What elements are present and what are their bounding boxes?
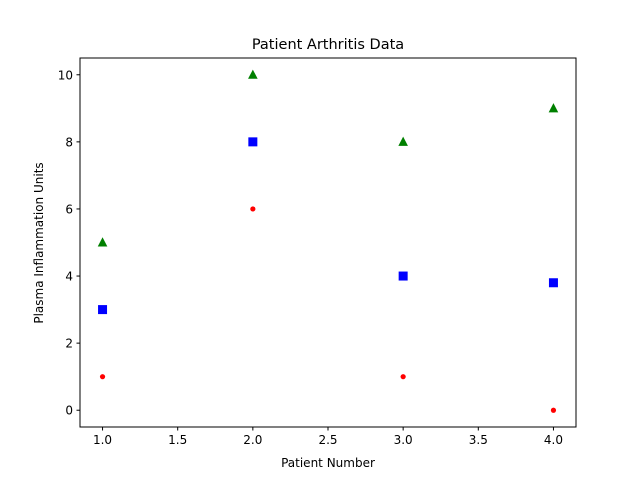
y-axis-label: Plasma Inflammation Units (32, 162, 46, 323)
x-tick-label: 1.5 (168, 433, 187, 447)
x-tick-label: 2.5 (318, 433, 337, 447)
red-dot-point (99, 374, 106, 380)
plot-area-frame (79, 57, 577, 428)
x-tick-label: 2.0 (243, 433, 262, 447)
green-triangle-point (548, 103, 559, 113)
blue-square-point (98, 305, 108, 315)
y-tick-label: 0 (65, 404, 73, 418)
y-tick-label: 8 (65, 135, 73, 149)
x-axis-ticks: 1.0 1.5 2.0 2.5 3.0 3.5 4.0 (93, 427, 563, 447)
blue-square-point (398, 271, 408, 281)
y-tick-label: 4 (65, 270, 73, 284)
x-tick-label: 4.0 (544, 433, 563, 447)
x-tick-label: 3.0 (394, 433, 413, 447)
y-axis-ticks: 0 2 4 6 8 10 (58, 68, 80, 418)
y-tick-label: 2 (65, 337, 73, 351)
red-dot-point (550, 407, 557, 413)
green-triangle-point (248, 69, 258, 79)
x-tick-label: 1.0 (93, 433, 112, 447)
data-points (97, 69, 559, 413)
green-triangle-point (398, 136, 408, 146)
blue-square-point (248, 137, 258, 147)
blue-square-point (548, 278, 558, 288)
chart-title: Patient Arthritis Data (252, 37, 404, 53)
y-tick-label: 10 (58, 68, 73, 82)
red-dot-point (250, 206, 256, 212)
green-triangle-point (97, 237, 108, 247)
y-tick-label: 6 (65, 202, 73, 216)
red-dot-point (400, 374, 406, 380)
x-axis-label: Patient Number (281, 456, 375, 470)
x-tick-label: 3.5 (469, 433, 488, 447)
